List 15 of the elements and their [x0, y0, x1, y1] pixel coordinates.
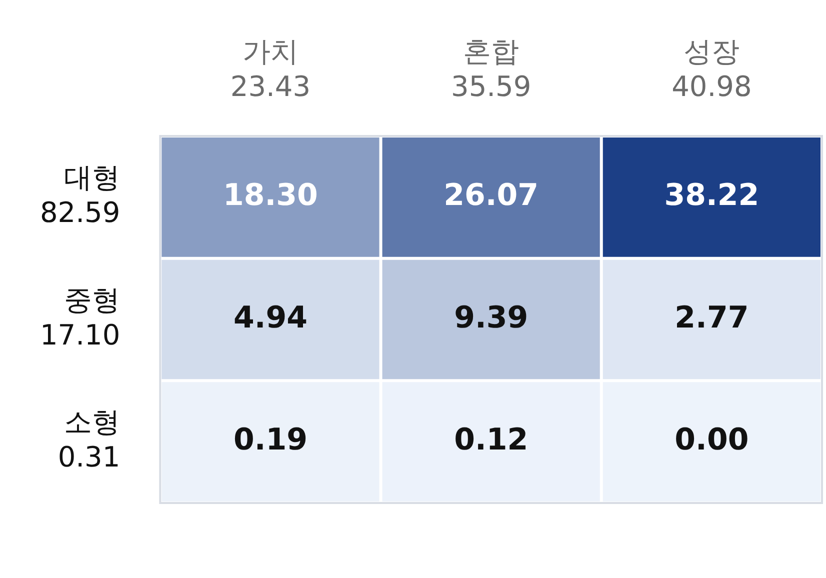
- y-tick-label: 소형 0.31: [58, 406, 120, 474]
- data-label: 0.12: [454, 422, 528, 458]
- data-label: 0.19: [233, 422, 308, 458]
- data-label: 9.39: [454, 300, 528, 336]
- x-tick-label: 가치 23.43: [230, 34, 311, 103]
- data-label: 18.30: [223, 178, 318, 213]
- x-tick-label: 성장 40.98: [672, 34, 752, 103]
- data-label: 26.07: [444, 178, 539, 213]
- data-label: 4.94: [233, 300, 308, 336]
- data-label: 38.22: [664, 178, 760, 213]
- y-tick-label: 대형 82.59: [40, 160, 120, 229]
- x-tick-label: 혼합 35.59: [450, 34, 532, 103]
- data-label: 2.77: [674, 300, 749, 336]
- y-tick-label: 중형 17.10: [40, 283, 120, 352]
- data-label: 0.00: [674, 422, 749, 458]
